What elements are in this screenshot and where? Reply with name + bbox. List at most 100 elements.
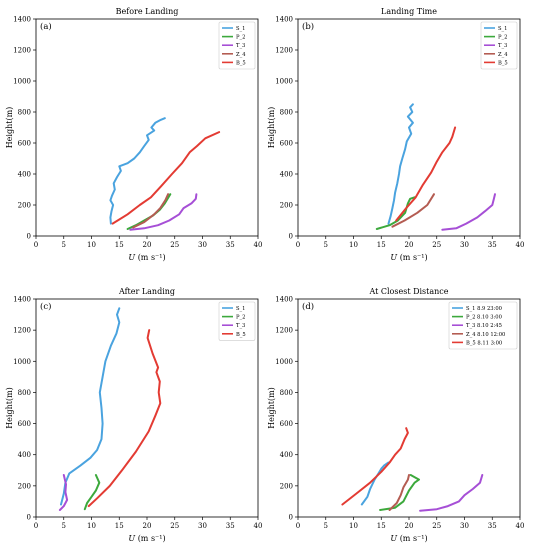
legend-entry: P_2 8.10 3:00 [466, 315, 502, 321]
x-axis-label-unit: (m s⁻¹) [400, 534, 428, 543]
series-line-P_2 [83, 474, 101, 511]
x-axis-label-symbol: U [128, 253, 135, 262]
x-axis-label-unit: (m s⁻¹) [138, 253, 166, 262]
x-axis-label-symbol: U [390, 534, 397, 543]
legend-series-name: B_5 [466, 340, 476, 346]
legend-entry: S_1 [236, 26, 245, 32]
legend-box [218, 301, 256, 341]
series-line-S_1 [60, 307, 121, 506]
y-tick-label: 1400 [275, 16, 293, 24]
x-tick-label: 35 [488, 241, 497, 249]
x-tick-label: 20 [405, 522, 414, 530]
y-tick-label: 0 [27, 233, 31, 241]
series-line-P_2 [379, 474, 420, 511]
x-tick-label: 5 [324, 522, 328, 530]
x-tick-label: 15 [377, 522, 386, 530]
x-tick-label: 35 [226, 241, 235, 249]
y-tick-label: 200 [280, 202, 293, 210]
x-tick-label: 30 [460, 522, 469, 530]
x-axis-label: U (m s⁻¹) [390, 534, 427, 543]
x-tick-label: 10 [349, 241, 358, 249]
legend-series-name: Z_4 [236, 52, 246, 58]
x-axis-label-symbol: U [128, 534, 135, 543]
legend-entry: Z_4 [498, 52, 508, 58]
legend: S_1 P_2 T_3 B_5 [218, 301, 256, 341]
series-line-T_3 [58, 474, 69, 511]
x-tick-label: 40 [516, 522, 525, 530]
y-axis-label: Height(m) [5, 387, 14, 429]
y-tick-label: 1200 [13, 327, 31, 335]
y-tick-label: 1000 [275, 358, 293, 366]
y-tick-label: 600 [280, 140, 293, 148]
legend-series-name: B_5 [236, 332, 246, 338]
legend-box [448, 301, 518, 350]
series-line-Z_4 [391, 193, 435, 228]
y-tick-label: 400 [280, 171, 293, 179]
y-tick-label: 200 [280, 482, 293, 490]
x-tick-label: 5 [324, 241, 328, 249]
x-tick-label: 40 [516, 241, 525, 249]
legend-series-name: S_1 [498, 26, 507, 32]
chart-title: After Landing [118, 287, 175, 296]
legend-entry: T_3 [236, 43, 245, 49]
legend-box [480, 21, 518, 70]
series-line-Z_4 [388, 474, 410, 511]
y-axis-label: Height(m) [267, 387, 276, 429]
series-line-S_1 [387, 103, 414, 225]
legend-entry: P_2 [498, 35, 507, 41]
legend-entry: P_2 [236, 35, 245, 41]
y-tick-label: 400 [18, 171, 31, 179]
legend: S_1 P_2 T_3 Z_4 B_5 [218, 21, 256, 70]
x-tick-label: 25 [432, 241, 441, 249]
x-axis-label-symbol: U [390, 253, 397, 262]
legend-series-name: Z_4 [466, 332, 476, 338]
x-tick-label: 30 [460, 241, 469, 249]
legend-series-name: P_2 [236, 315, 245, 321]
x-axis-label: U (m s⁻¹) [128, 253, 165, 262]
x-tick-label: 30 [198, 241, 207, 249]
legend-entry: P_2 [236, 315, 245, 321]
chart-title: Before Landing [116, 7, 179, 16]
series-line-B_5 [395, 126, 457, 222]
y-tick-label: 400 [280, 451, 293, 459]
legend-series-date: 8.10 3:00 [477, 315, 502, 321]
legend-series-name: T_3 [236, 323, 245, 329]
y-tick-label: 0 [289, 233, 293, 241]
legend-entry: B_5 [236, 332, 246, 338]
x-tick-label: 40 [254, 522, 263, 530]
legend-entry: T_3 [498, 43, 507, 49]
panel-label: (a) [40, 21, 52, 32]
y-axis-label: Height(m) [267, 107, 276, 149]
y-tick-label: 400 [18, 451, 31, 459]
x-tick-label: 5 [62, 241, 66, 249]
x-axis-label-unit: (m s⁻¹) [400, 253, 428, 262]
legend-series-name: Z_4 [498, 52, 508, 58]
y-tick-label: 600 [18, 140, 31, 148]
y-tick-label: 200 [18, 202, 31, 210]
y-tick-label: 1000 [275, 78, 293, 86]
y-tick-label: 1000 [13, 78, 31, 86]
legend-series-name: T_3 [466, 323, 475, 329]
y-tick-label: 1200 [275, 327, 293, 335]
x-tick-label: 10 [349, 522, 358, 530]
x-tick-label: 10 [87, 241, 96, 249]
x-tick-label: 15 [115, 522, 124, 530]
legend-series-name: S_1 [236, 26, 245, 32]
legend-entry: T_3 8.10 2:45 [466, 323, 502, 329]
legend-entry: S_1 8.9 23:00 [466, 306, 502, 312]
y-tick-label: 800 [280, 389, 293, 397]
x-tick-label: 0 [34, 522, 38, 530]
panel-label: (d) [302, 301, 314, 312]
x-tick-label: 0 [34, 241, 38, 249]
x-tick-label: 0 [296, 241, 300, 249]
chart-title: Landing Time [381, 7, 437, 16]
series-line-T_3 [419, 474, 484, 512]
legend-entry: S_1 [236, 306, 245, 312]
x-tick-label: 0 [296, 522, 300, 530]
legend-series-name: P_2 [466, 315, 475, 321]
y-tick-label: 200 [18, 482, 31, 490]
legend-series-name: S_1 [466, 306, 475, 312]
x-axis-label-unit: (m s⁻¹) [138, 534, 166, 543]
x-tick-label: 20 [143, 241, 152, 249]
